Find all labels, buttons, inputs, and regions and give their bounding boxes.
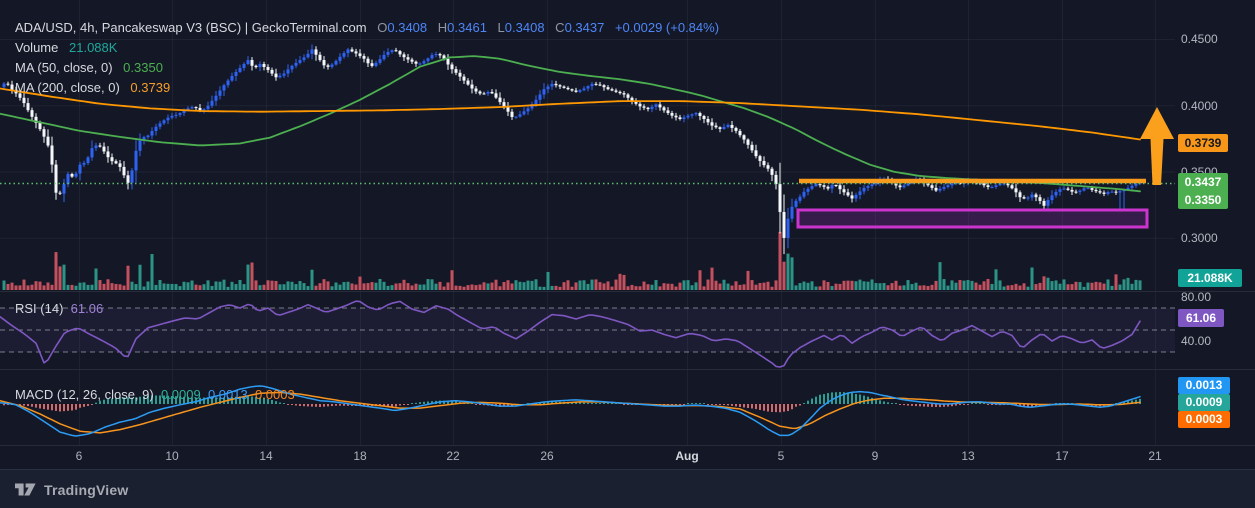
macd-hist-value: 0.0009: [160, 387, 201, 402]
high-value: 0.3461: [447, 20, 487, 35]
time-tick-jul6: 6: [75, 449, 83, 463]
rsi-tick-40: 40.00: [1181, 334, 1212, 348]
open-label: O: [377, 20, 388, 35]
time-tick-jul22: 22: [446, 449, 460, 463]
macd-legend-row[interactable]: MACD (12, 26, close, 9) 0.0009 0.0013 0.…: [15, 386, 295, 403]
price-tick-0.4500: 0.4500: [1181, 32, 1218, 46]
tradingview-brand-text: TradingView: [44, 481, 129, 498]
rsi-value-badge: 61.06: [1178, 309, 1224, 327]
macd-signal-value: 0.0003: [254, 387, 295, 402]
symbol-title: ADA/USD, 4h, Pancakeswap V3 (BSC) | Geck…: [15, 20, 367, 35]
macd-signal-badge: 0.0003: [1178, 411, 1230, 428]
ma50-price-badge: 0.3350: [1178, 191, 1228, 209]
legend: ADA/USD, 4h, Pancakeswap V3 (BSC) | Geck…: [15, 19, 719, 97]
time-tick-jul26: 26: [540, 449, 554, 463]
ma200-price-badge: 0.3739: [1178, 134, 1228, 152]
ma50-legend-row[interactable]: MA (50, close, 0) 0.3350: [15, 59, 719, 77]
close-value: 0.3437: [564, 20, 605, 35]
tradingview-link[interactable]: TradingView: [14, 481, 128, 498]
tradingview-logo-icon: [15, 483, 36, 496]
macd-line-badge: 0.0013: [1178, 377, 1230, 394]
time-tick-jul18: 18: [353, 449, 367, 463]
low-value: 0.3408: [504, 20, 545, 35]
time-tick-aug: Aug: [675, 449, 699, 463]
volume-value: 21.088K: [69, 40, 118, 55]
ma200-label: MA (200, close, 0): [15, 80, 120, 95]
time-tick-aug5: 5: [777, 449, 785, 463]
change-value: +0.0029 (+0.84%): [614, 20, 720, 35]
close-label: C: [555, 20, 565, 35]
rsi-label: RSI (14): [15, 301, 64, 316]
last-price-badge: 0.3437: [1178, 173, 1228, 191]
footer-bar: TradingView: [0, 469, 1255, 508]
volume-legend-row[interactable]: Volume 21.088K: [15, 39, 719, 57]
price-tick-0.3000: 0.3000: [1181, 231, 1218, 245]
low-label: L: [497, 20, 505, 35]
time-tick-aug21: 21: [1148, 449, 1162, 463]
ma50-label: MA (50, close, 0): [15, 60, 113, 75]
time-tick-jul14: 14: [259, 449, 273, 463]
open-value: 0.3408: [387, 20, 428, 35]
ma200-value: 0.3739: [130, 80, 171, 95]
high-label: H: [437, 20, 448, 35]
macd-label: MACD (12, 26, close, 9): [15, 387, 154, 402]
time-tick-aug9: 9: [871, 449, 879, 463]
ma50-value: 0.3350: [123, 60, 163, 75]
price-tick-0.4000: 0.4000: [1181, 99, 1218, 113]
volume-label: Volume: [15, 40, 59, 55]
time-tick-aug17: 17: [1055, 449, 1069, 463]
rsi-tick-80: 80.00: [1181, 290, 1212, 304]
ma200-legend-row[interactable]: MA (200, close, 0) 0.3739: [15, 79, 719, 97]
time-tick-jul10: 10: [165, 449, 179, 463]
time-tick-aug13: 13: [961, 449, 975, 463]
macd-line-value: 0.0013: [207, 387, 248, 402]
symbol-legend-row[interactable]: ADA/USD, 4h, Pancakeswap V3 (BSC) | Geck…: [15, 19, 719, 37]
volume-badge: 21.088K: [1178, 269, 1242, 287]
macd-hist-badge: 0.0009: [1178, 394, 1230, 411]
rsi-value: 61.06: [70, 301, 104, 316]
rsi-legend-row[interactable]: RSI (14) 61.06: [15, 300, 103, 317]
